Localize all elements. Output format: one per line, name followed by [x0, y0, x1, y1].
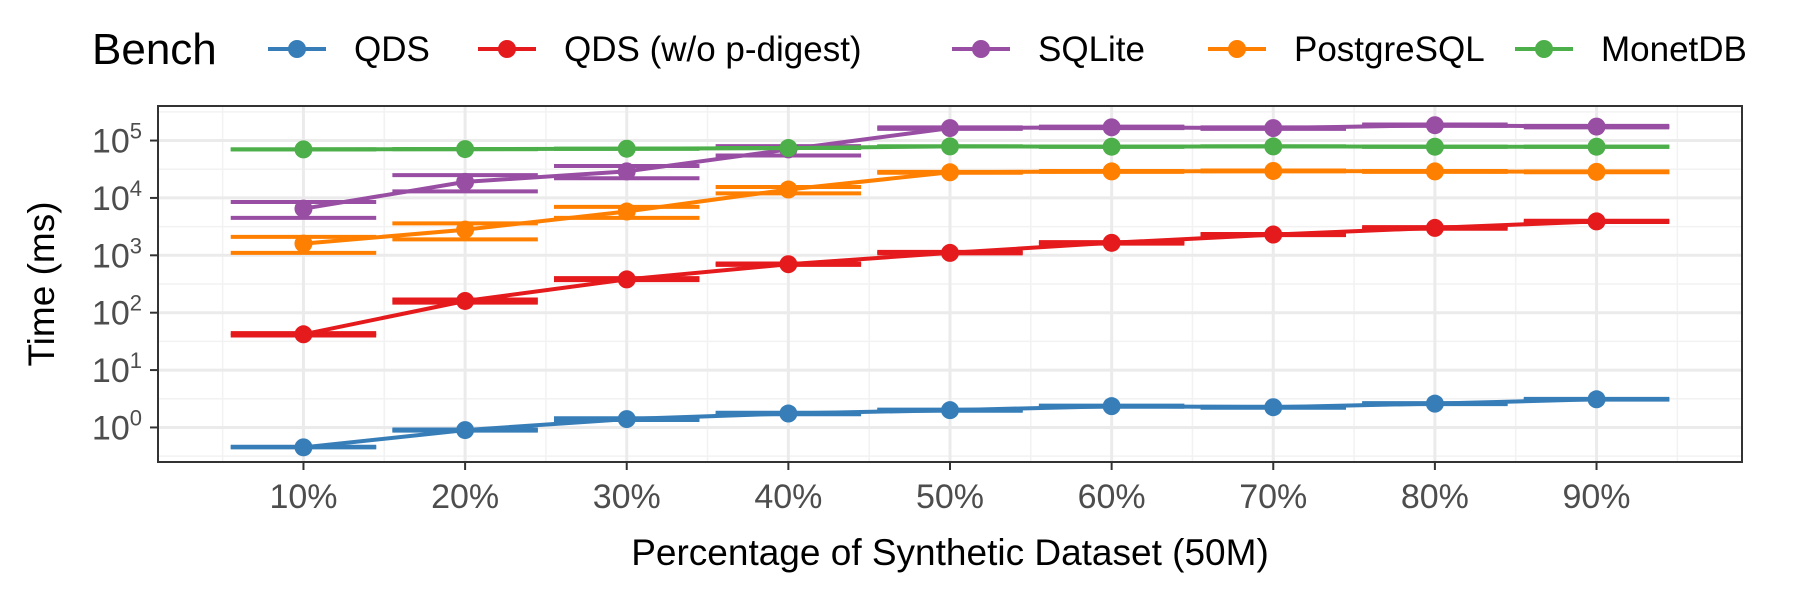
- y-tick-label: 105: [92, 119, 142, 161]
- data-point: [1425, 137, 1444, 156]
- x-tick-label: 50%: [916, 478, 984, 516]
- x-axis-title: Percentage of Synthetic Dataset (50M): [631, 532, 1269, 573]
- series-postgresql: [230, 161, 1670, 255]
- data-point: [1264, 398, 1283, 417]
- data-point: [941, 401, 959, 420]
- y-axis-title: Time (ms): [21, 201, 62, 366]
- legend-items: QDS QDS (w/o p-digest) SQLite PostgreSQL Mon…: [268, 30, 1747, 69]
- data-point: [617, 162, 636, 181]
- data-point: [779, 404, 798, 423]
- legend-item: SQLite: [952, 30, 1145, 69]
- data-point: [456, 172, 475, 191]
- legend-title: Bench: [92, 25, 217, 74]
- data-point: [1587, 162, 1606, 181]
- legend-item: QDS: [268, 30, 430, 69]
- series-line: [303, 397, 1670, 450]
- data-point: [1264, 161, 1283, 180]
- series-line: [303, 169, 1670, 246]
- legend-item: MonetDB: [1515, 30, 1747, 69]
- legend: Bench QDS QDS (w/o p-digest) SQLite Postgre…: [92, 25, 1747, 74]
- legend-item: PostgreSQL: [1208, 30, 1485, 69]
- legend-label: PostgreSQL: [1294, 30, 1485, 69]
- data-point: [617, 270, 636, 289]
- data-point: [294, 325, 313, 344]
- data-point: [617, 139, 636, 158]
- data-point: [456, 421, 475, 440]
- legend-label: QDS (w/o p-digest): [564, 30, 862, 69]
- legend-key-point: [972, 40, 990, 58]
- data-point: [1102, 118, 1121, 137]
- x-tick-label: 30%: [593, 478, 661, 516]
- data-point: [617, 202, 636, 221]
- y-tick-label: 101: [92, 348, 142, 390]
- x-tick-label: 20%: [431, 478, 499, 516]
- legend-item: QDS (w/o p-digest): [478, 30, 862, 69]
- legend-label: MonetDB: [1601, 30, 1747, 69]
- x-tick-label: 90%: [1562, 478, 1630, 516]
- series-qds-w-o-p-digest: [230, 212, 1670, 344]
- data-point: [1587, 390, 1606, 409]
- y-tick-label: 100: [92, 405, 142, 447]
- y-tick-label: 102: [92, 291, 142, 333]
- data-point: [779, 255, 798, 274]
- data-point: [1102, 233, 1121, 252]
- series-layer: [230, 116, 1670, 457]
- data-point: [1264, 225, 1283, 244]
- y-axis-ticks: 100 101 102 103 104 105: [92, 119, 158, 447]
- data-point: [1102, 162, 1121, 181]
- legend-key-point: [1535, 40, 1553, 58]
- data-point: [1425, 394, 1444, 413]
- x-tick-label: 80%: [1401, 478, 1469, 516]
- legend-key-point: [288, 40, 306, 58]
- data-point: [1425, 116, 1444, 135]
- series-sqlite: [230, 116, 1670, 220]
- data-point: [1102, 137, 1121, 156]
- series-line: [303, 144, 1670, 152]
- data-point: [779, 180, 798, 199]
- data-point: [294, 438, 313, 457]
- data-point: [941, 119, 959, 138]
- data-point: [1587, 137, 1606, 156]
- data-point: [779, 139, 798, 158]
- y-tick-label: 103: [92, 233, 142, 275]
- series-line: [303, 219, 1670, 337]
- data-point: [617, 410, 636, 429]
- data-point: [941, 137, 959, 156]
- x-tick-label: 60%: [1078, 478, 1146, 516]
- legend-label: QDS: [354, 30, 430, 69]
- data-point: [1587, 117, 1606, 136]
- x-axis-ticks: 10% 20% 30% 40% 50% 60% 70% 80% 90%: [269, 462, 1631, 516]
- data-point: [1264, 137, 1283, 156]
- data-point: [456, 291, 475, 310]
- data-point: [1425, 162, 1444, 181]
- data-point: [941, 163, 959, 182]
- data-point: [1264, 119, 1283, 138]
- series-monetdb: [230, 137, 1670, 159]
- x-tick-label: 40%: [754, 478, 822, 516]
- data-point: [456, 220, 475, 239]
- legend-label: SQLite: [1038, 30, 1145, 69]
- y-tick-label: 104: [92, 176, 142, 218]
- data-point: [294, 199, 313, 218]
- legend-key-point: [1228, 40, 1246, 58]
- series-line: [303, 123, 1670, 211]
- data-point: [1425, 218, 1444, 237]
- data-point: [1102, 397, 1121, 416]
- x-tick-label: 10%: [269, 478, 337, 516]
- data-point: [941, 243, 959, 262]
- data-point: [294, 234, 313, 253]
- data-point: [456, 140, 475, 159]
- legend-key-point: [498, 40, 516, 58]
- data-point: [294, 140, 313, 159]
- x-tick-label: 70%: [1239, 478, 1307, 516]
- series-qds: [230, 390, 1670, 457]
- data-point: [1587, 212, 1606, 231]
